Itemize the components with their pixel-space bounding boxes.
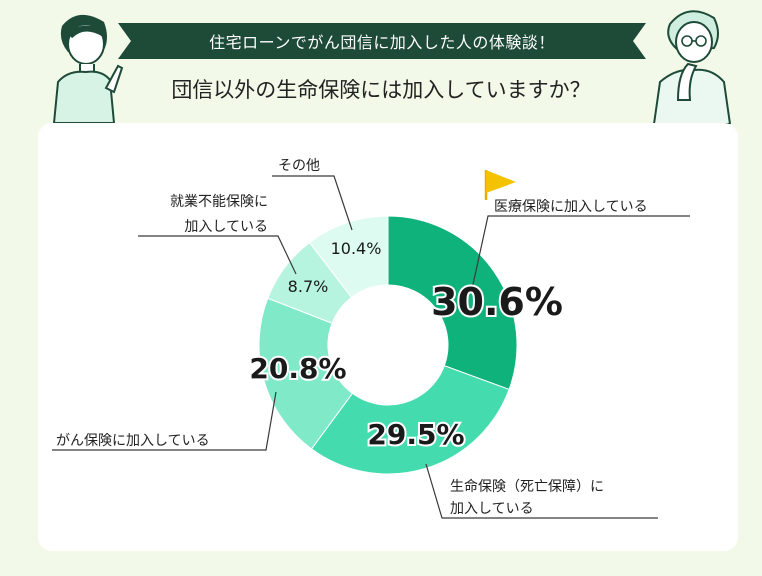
right-person-illustration: [652, 10, 732, 124]
value-label-disability: 8.7%: [288, 277, 329, 296]
leader-line-cancer: [52, 391, 277, 451]
value-label-medical: 30.6%: [431, 280, 563, 324]
leader-line-other: [272, 175, 353, 231]
value-label-life: 29.5%: [367, 418, 464, 451]
label-other: その他: [278, 158, 320, 174]
value-label-cancer: 20.8%: [249, 352, 346, 385]
slice-other: [308, 215, 389, 299]
label-disability-line2: 加入している: [184, 219, 268, 235]
banner-title: 住宅ローンでがん団信に加入した人の体験談！: [209, 33, 555, 52]
leader-line-disability: [138, 235, 297, 275]
slice-life: [310, 365, 510, 475]
label-disability-line1: 就業不能保険に: [170, 194, 268, 210]
label-cancer: がん保険に加入している: [56, 433, 210, 449]
leader-line-medical: [471, 215, 690, 290]
leader-line-life: [425, 463, 658, 519]
label-life-line2: 加入している: [450, 501, 534, 517]
left-person-illustration: [52, 14, 124, 123]
chart-card: [38, 123, 738, 551]
value-label-other: 10.4%: [331, 239, 382, 258]
slice-medical: [387, 215, 518, 391]
question-title: 団信以外の生命保険には加入していますか？: [171, 78, 591, 102]
slice-cancer: [258, 297, 354, 450]
label-life-line1: 生命保険（死亡保障）に: [450, 478, 604, 495]
banner-ribbon: [118, 23, 646, 59]
flag-icon: [484, 170, 516, 200]
label-medical: 医療保険に加入している: [494, 198, 648, 215]
